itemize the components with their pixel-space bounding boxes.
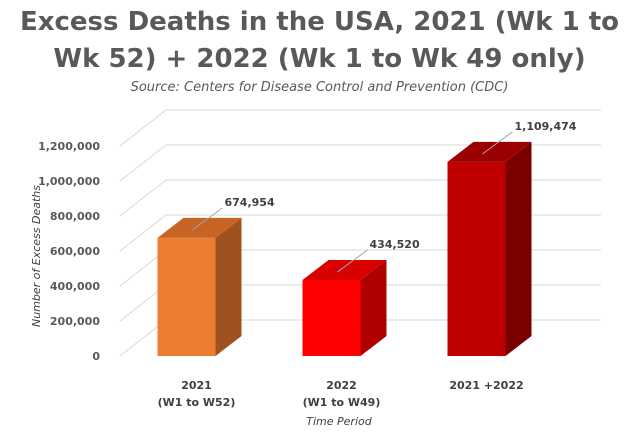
- data-label-leader: [482, 131, 513, 155]
- chart-title-line2: Wk 52) + 2022 (Wk 1 to Wk 49 only): [53, 44, 586, 74]
- x-tick-label: 2021 +2022: [449, 379, 523, 392]
- x-tick-label: 2021: [181, 379, 212, 392]
- x-tick-label-line2: (W1 to W52): [158, 396, 236, 409]
- x-axis-label: Time Period: [306, 415, 372, 428]
- chart-title: Excess Deaths in the USA, 2021 (Wk 1 to …: [0, 4, 639, 78]
- chart-subtitle: Source: Centers for Disease Control and …: [130, 80, 509, 95]
- bar-top: [447, 141, 532, 162]
- y-tick-label: 1,000,000: [38, 175, 100, 188]
- bar-top: [157, 217, 242, 238]
- y-axis-label: Number of Excess Deaths: [30, 185, 43, 327]
- bar-side: [360, 259, 387, 356]
- bar: [447, 161, 506, 356]
- gridline: [119, 109, 601, 147]
- data-label-leader: [337, 249, 368, 273]
- data-label: 1,109,474: [515, 120, 577, 133]
- bar-top: [302, 259, 387, 280]
- y-tick-label: 400,000: [50, 280, 100, 293]
- y-tick-label: 0: [92, 350, 100, 363]
- y-tick-label: 1,200,000: [38, 140, 100, 153]
- y-tick-label: 600,000: [50, 245, 100, 258]
- bar: [302, 279, 361, 356]
- y-tick-label: 800,000: [50, 210, 100, 223]
- chart-title-line1: Excess Deaths in the USA, 2021 (Wk 1 to: [19, 7, 620, 37]
- bar-side: [505, 141, 532, 356]
- x-tick-label-line2: (W1 to W49): [303, 396, 381, 409]
- gridline: [119, 144, 601, 182]
- bar: [157, 237, 216, 356]
- y-tick-label: 200,000: [50, 315, 100, 328]
- x-tick-label: 2022: [326, 379, 357, 392]
- bar-side: [215, 217, 242, 356]
- data-label-leader: [192, 207, 223, 231]
- data-label: 434,520: [370, 238, 420, 251]
- data-label: 674,954: [225, 196, 275, 209]
